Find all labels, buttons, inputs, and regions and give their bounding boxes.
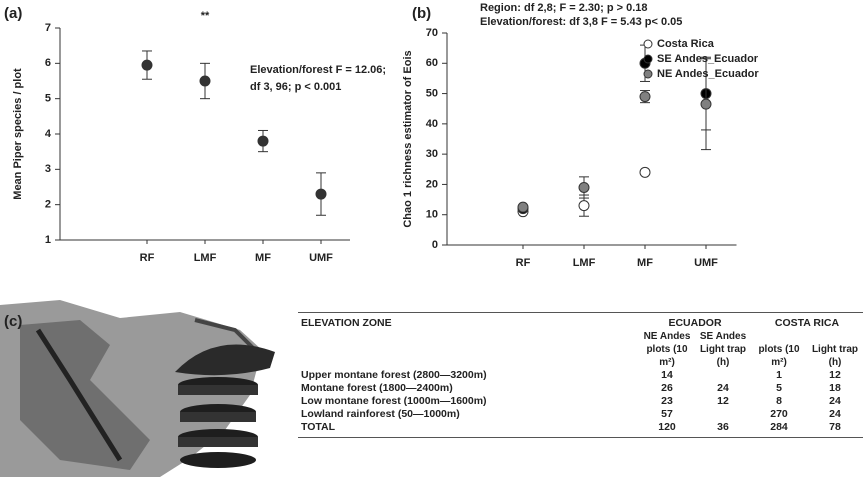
y-tick-label: 60 <box>426 57 438 69</box>
y-tick-label: 1 <box>45 234 51 246</box>
x-tick-label: MF <box>255 252 271 264</box>
legend-label: SE Andes_Ecuador <box>657 53 759 65</box>
panel-label: (b) <box>412 5 431 22</box>
y-axis-label: Chao 1 richness estimator of Eois <box>402 50 414 227</box>
table-cell: Low montane forest (1000m—1600m) <box>301 395 487 407</box>
x-tick-label: MF <box>637 257 653 269</box>
table-cell: 24 <box>829 408 841 420</box>
y-tick-label: 3 <box>45 163 51 175</box>
table-cell: 284 <box>751 421 807 438</box>
table-row: Low montane forest (1000m—1600m) 23 12 8 24 <box>298 395 863 408</box>
table-cell: 5 <box>776 382 782 394</box>
table-cell: 24 <box>829 395 841 407</box>
table-cell: Lowland rainforest (50—1000m) <box>301 408 460 420</box>
legend-marker <box>643 69 653 79</box>
annotation: ** <box>201 10 210 22</box>
table-cell: 26 <box>661 382 673 394</box>
x-tick-label: LMF <box>194 252 217 264</box>
table-cell <box>695 408 751 421</box>
point <box>199 75 211 87</box>
y-tick-label: 10 <box>426 209 438 221</box>
x-tick-label: UMF <box>694 257 718 269</box>
table-header: COSTA RICA <box>751 312 863 330</box>
annotation: Region: df 2,8; F = 2.30; p > 0.18 <box>480 2 648 14</box>
table-cell: 12 <box>829 369 841 381</box>
point <box>257 135 269 147</box>
table-cell: 14 <box>661 369 673 381</box>
table-row: TOTAL 120 36 284 78 <box>298 421 863 438</box>
x-tick-label: RF <box>516 257 531 269</box>
point <box>639 91 651 103</box>
table-row: Lowland rainforest (50—1000m) 57 270 24 <box>298 408 863 421</box>
table-row: Upper montane forest (2800—3200m) 14 1 12 <box>298 369 863 382</box>
point <box>700 98 712 110</box>
legend-label: Costa Rica <box>657 38 715 50</box>
legend-marker <box>643 54 653 64</box>
point <box>141 59 153 71</box>
legend-label: NE Andes_Ecuador <box>657 68 759 80</box>
table-cell <box>695 369 751 382</box>
point <box>639 166 651 178</box>
table-row: Montane forest (1800—2400m) 26 24 5 18 <box>298 382 863 395</box>
annotation: df 3, 96; p < 0.001 <box>250 81 341 93</box>
table-cell: 1 <box>776 369 782 381</box>
table-cell: Montane forest (1800—2400m) <box>301 382 453 394</box>
table-subheader: Light trap (h) <box>811 344 859 368</box>
legend-marker <box>643 39 653 49</box>
table-subheader: NE Andes plots (10 m²) <box>643 331 691 368</box>
table-cell: TOTAL <box>298 421 639 438</box>
point <box>517 201 529 213</box>
map <box>0 300 275 477</box>
point <box>315 188 327 200</box>
y-tick-label: 50 <box>426 87 438 99</box>
data-table: ELEVATION ZONE ECUADOR COSTA RICA NE And… <box>298 312 863 438</box>
x-tick-label: RF <box>140 252 155 264</box>
y-tick-label: 0 <box>432 239 438 251</box>
table-cell: 24 <box>717 382 729 394</box>
table-header: ELEVATION ZONE <box>298 312 639 330</box>
table-cell: 18 <box>829 382 841 394</box>
x-tick-label: UMF <box>309 252 333 264</box>
table-cell: 8 <box>776 395 782 407</box>
x-tick-label: LMF <box>573 257 596 269</box>
y-tick-label: 5 <box>45 93 51 105</box>
annotation: Elevation/forest: df 3,8 F = 5.43 p< 0.0… <box>480 16 682 28</box>
table-subheader: plots (10 m²) <box>758 344 800 368</box>
point <box>578 200 590 212</box>
y-tick-label: 40 <box>426 118 438 130</box>
panel-label: (a) <box>4 5 22 22</box>
table-subheader: SE Andes Light trap (h) <box>699 331 747 368</box>
y-tick-label: 6 <box>45 57 51 69</box>
y-tick-label: 7 <box>45 22 51 34</box>
table-cell: 12 <box>717 395 729 407</box>
table-cell: 270 <box>770 408 788 420</box>
y-tick-label: 4 <box>45 128 52 140</box>
panel-label: (c) <box>4 313 22 330</box>
table-header: ECUADOR <box>639 312 751 330</box>
table-cell: 120 <box>639 421 695 438</box>
table-cell: Upper montane forest (2800—3200m) <box>301 369 487 381</box>
table-cell: 23 <box>661 395 673 407</box>
annotation: Elevation/forest F = 12.06; <box>250 64 386 76</box>
y-tick-label: 70 <box>426 27 438 39</box>
y-tick-label: 2 <box>45 199 51 211</box>
table-cell: 57 <box>661 408 673 420</box>
table-cell: 36 <box>695 421 751 438</box>
y-axis-label: Mean Piper species / plot <box>12 68 24 200</box>
y-tick-label: 30 <box>426 148 438 160</box>
table-cell: 78 <box>807 421 863 438</box>
point <box>578 181 590 193</box>
y-tick-label: 20 <box>426 178 438 190</box>
